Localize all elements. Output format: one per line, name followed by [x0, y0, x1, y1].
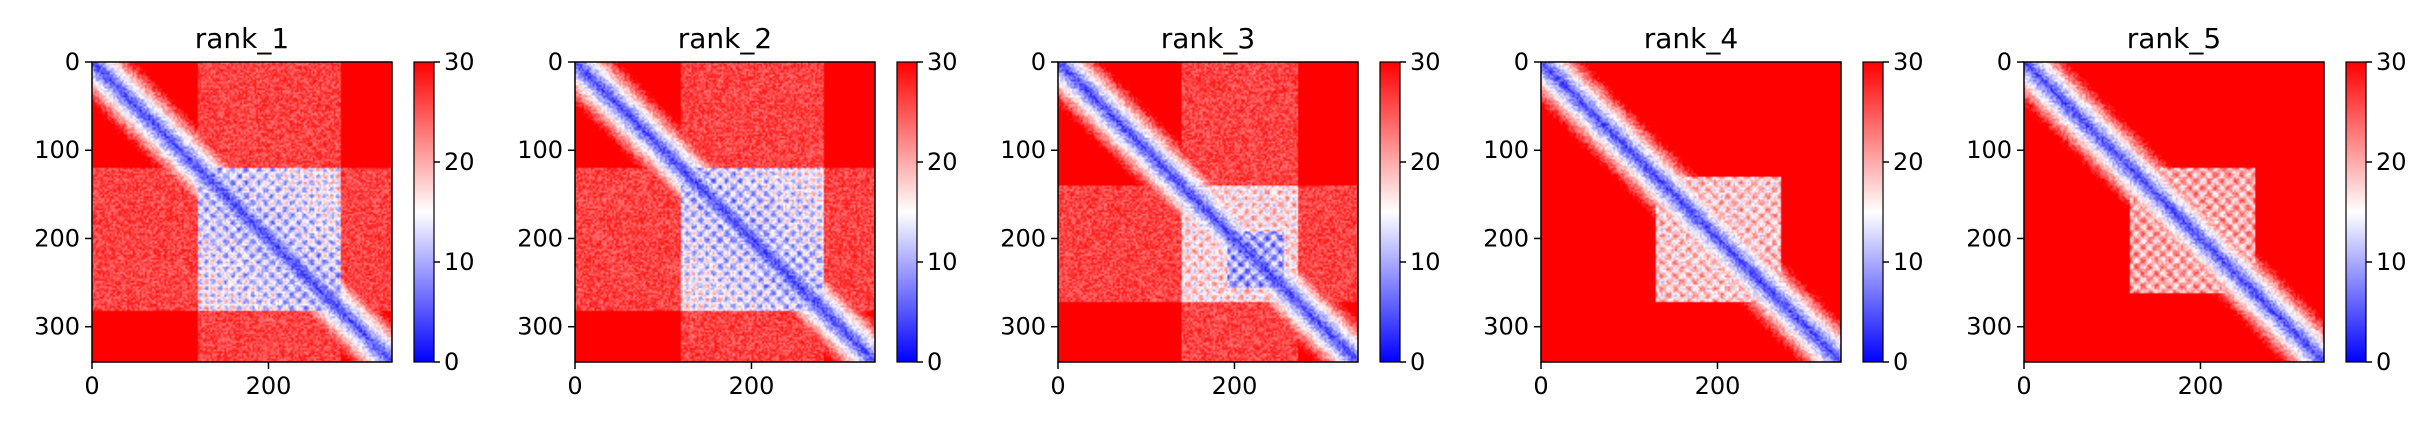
y-tick-label: 100: [1966, 136, 2012, 164]
x-tick-label: 0: [1533, 372, 1548, 400]
panel-title: rank_4: [1644, 22, 1738, 55]
colorbar-tick-label: 0: [1893, 348, 1908, 376]
panel-5: rank_5 0 100 200 300 0 200 0 10 20 30: [1966, 22, 2406, 400]
x-tick-label: 200: [1212, 372, 1258, 400]
panel-title: rank_1: [195, 22, 289, 55]
y-tick-label: 0: [1031, 48, 1046, 76]
panel-title: rank_3: [1161, 22, 1255, 55]
panel-title: rank_5: [2127, 22, 2221, 55]
y-tick-label: 100: [1000, 136, 1046, 164]
colorbar: [413, 61, 435, 363]
colorbar-tick-label: 20: [1410, 148, 1441, 176]
colorbar-tick-label: 0: [1410, 348, 1425, 376]
colorbar-tick-label: 30: [927, 48, 958, 76]
y-tick-label: 300: [1483, 313, 1529, 341]
colorbar-tick-label: 20: [2376, 148, 2407, 176]
colorbar-tick-label: 20: [927, 148, 958, 176]
colorbar: [1862, 61, 1884, 363]
colorbar-tick-label: 10: [2376, 248, 2407, 276]
colorbar-tick-label: 30: [1893, 48, 1924, 76]
colorbar-tick-label: 30: [444, 48, 475, 76]
colorbar-tick-label: 0: [927, 348, 942, 376]
y-tick-label: 200: [1966, 224, 2012, 252]
colorbar-tick-label: 10: [444, 248, 475, 276]
x-tick-label: 200: [1695, 372, 1741, 400]
colorbar-tick-label: 0: [2376, 348, 2391, 376]
y-tick-label: 300: [1966, 313, 2012, 341]
heatmap-image: [1541, 62, 1841, 362]
y-tick-label: 200: [517, 224, 563, 252]
panel-2: rank_2 0 100 200 300 0 200 0 10 20 30: [517, 22, 957, 400]
panel-1: rank_1 0 100 200 300 0 200 0 10 20 30: [34, 22, 474, 400]
x-tick-label: 200: [2178, 372, 2224, 400]
colorbar-tick-label: 10: [1410, 248, 1441, 276]
colorbar-tick-label: 10: [927, 248, 958, 276]
axes-frame: [91, 61, 393, 363]
y-tick-label: 300: [34, 313, 80, 341]
axes-frame: [2023, 61, 2325, 363]
x-tick-label: 0: [567, 372, 582, 400]
heatmap-image: [2024, 62, 2324, 362]
y-tick-label: 0: [65, 48, 80, 76]
x-tick-label: 0: [2016, 372, 2031, 400]
x-tick-label: 0: [1050, 372, 1065, 400]
y-tick-label: 300: [1000, 313, 1046, 341]
y-tick-label: 200: [1000, 224, 1046, 252]
y-tick-label: 0: [1514, 48, 1529, 76]
y-tick-label: 0: [1997, 48, 2012, 76]
x-tick-label: 200: [729, 372, 775, 400]
heatmap-image: [575, 62, 875, 362]
y-tick-label: 100: [517, 136, 563, 164]
colorbar-tick-label: 20: [444, 148, 475, 176]
colorbar: [896, 61, 918, 363]
y-tick-label: 200: [1483, 224, 1529, 252]
x-tick-label: 200: [246, 372, 292, 400]
axes-frame: [1057, 61, 1359, 363]
heatmap-image: [92, 62, 392, 362]
panel-4: rank_4 0 100 200 300 0 200 0 10 20 30: [1483, 22, 1923, 400]
colorbar: [2345, 61, 2367, 363]
y-tick-label: 100: [1483, 136, 1529, 164]
colorbar: [1379, 61, 1401, 363]
panel-title: rank_2: [678, 22, 772, 55]
colorbar-tick-label: 30: [1410, 48, 1441, 76]
y-tick-label: 200: [34, 224, 80, 252]
y-tick-label: 0: [548, 48, 563, 76]
colorbar-tick-label: 20: [1893, 148, 1924, 176]
y-tick-label: 300: [517, 313, 563, 341]
colorbar-tick-label: 30: [2376, 48, 2407, 76]
panel-3: rank_3 0 100 200 300 0 200 0 10 20 30: [1000, 22, 1440, 400]
axes-frame: [574, 61, 876, 363]
axes-frame: [1540, 61, 1842, 363]
colorbar-tick-label: 0: [444, 348, 459, 376]
x-tick-label: 0: [84, 372, 99, 400]
y-tick-label: 100: [34, 136, 80, 164]
heatmap-image: [1058, 62, 1358, 362]
colorbar-tick-label: 10: [1893, 248, 1924, 276]
